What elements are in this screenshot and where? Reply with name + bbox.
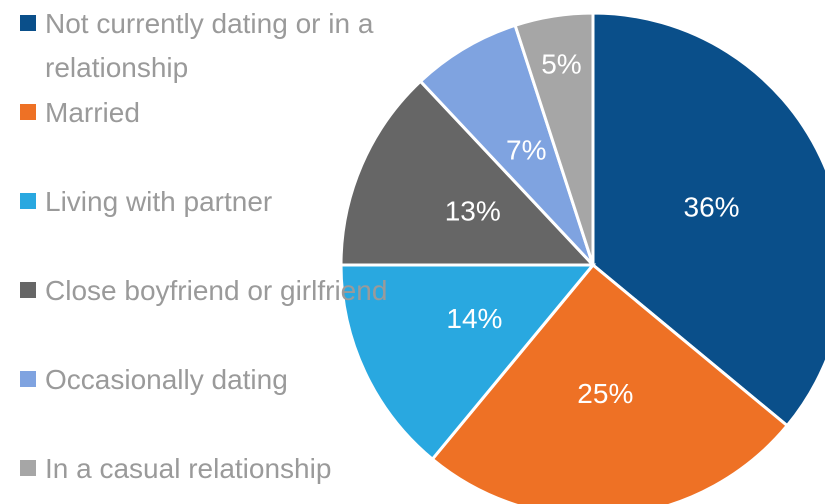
legend: Not currently dating or in a relationshi… bbox=[0, 0, 400, 504]
legend-swatch bbox=[20, 15, 36, 31]
legend-item: Occasionally dating bbox=[20, 358, 390, 402]
legend-swatch bbox=[20, 104, 36, 120]
data-label: 36% bbox=[684, 192, 740, 223]
data-label: 5% bbox=[541, 48, 581, 79]
legend-swatch bbox=[20, 460, 36, 476]
legend-label: Living with partner bbox=[45, 186, 273, 217]
pie-slice bbox=[513, 11, 595, 266]
legend-item: Close boyfriend or girlfriend bbox=[20, 269, 390, 313]
legend-item: In a casual relationship bbox=[20, 447, 390, 491]
pie-slice bbox=[339, 79, 597, 267]
legend-item: Not currently dating or in a relationshi… bbox=[20, 2, 390, 90]
data-label: 13% bbox=[445, 195, 501, 226]
legend-label: Married bbox=[45, 97, 140, 128]
legend-item: Married bbox=[20, 91, 390, 135]
legend-swatch bbox=[20, 371, 36, 387]
data-label: 14% bbox=[446, 303, 502, 334]
legend-label: Not currently dating or in a relationshi… bbox=[45, 8, 374, 83]
legend-item: Living with partner bbox=[20, 180, 390, 224]
legend-swatch bbox=[20, 193, 36, 209]
pie-slice bbox=[418, 23, 595, 267]
pie-slice bbox=[591, 11, 825, 428]
legend-label: Close boyfriend or girlfriend bbox=[45, 275, 388, 306]
legend-label: Occasionally dating bbox=[45, 364, 288, 395]
pie-slice bbox=[430, 262, 790, 504]
legend-swatch bbox=[20, 282, 36, 298]
legend-label: In a casual relationship bbox=[45, 453, 332, 484]
pie-slice bbox=[339, 263, 597, 462]
data-label: 25% bbox=[577, 378, 633, 409]
data-label: 7% bbox=[506, 135, 546, 166]
